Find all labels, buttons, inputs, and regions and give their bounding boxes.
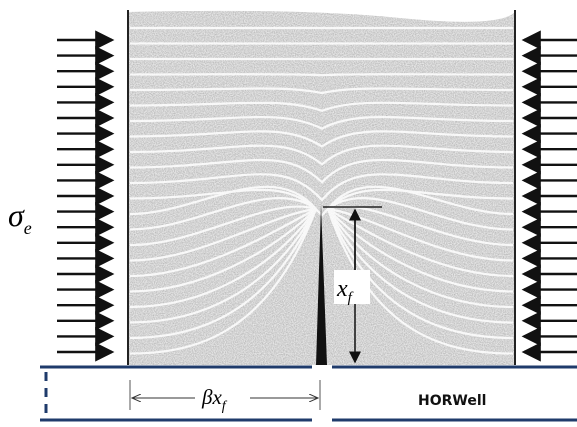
stress-streak (129, 208, 514, 309)
stress-streak (129, 158, 514, 184)
stress-streak (129, 208, 514, 340)
stress-streak (129, 130, 514, 148)
stress-streak (129, 207, 514, 262)
stress-streak (129, 208, 514, 324)
stress-streak (129, 208, 514, 355)
fracture-dimension: xf (323, 206, 382, 364)
stress-streak (129, 208, 514, 293)
stress-streak (129, 185, 514, 216)
well-label: HORWell (418, 393, 486, 409)
stress-streak (129, 87, 514, 95)
fracture (316, 205, 327, 365)
stress-arrows (57, 30, 577, 362)
stress-streak (129, 144, 514, 166)
spacing-label: βxf (201, 385, 228, 414)
stress-streak (129, 101, 514, 112)
stress-streak (129, 73, 514, 77)
stress-streak (129, 208, 514, 278)
stress-streak (129, 197, 514, 231)
stress-streak (129, 188, 514, 217)
stress-streak (129, 173, 514, 202)
spacing-dimension: βxf (129, 380, 321, 414)
stress-label: σe (8, 197, 32, 238)
rock-body (128, 10, 515, 365)
stress-streak (129, 115, 514, 130)
wellbore (40, 365, 577, 422)
fracture-label: xf (336, 276, 354, 306)
